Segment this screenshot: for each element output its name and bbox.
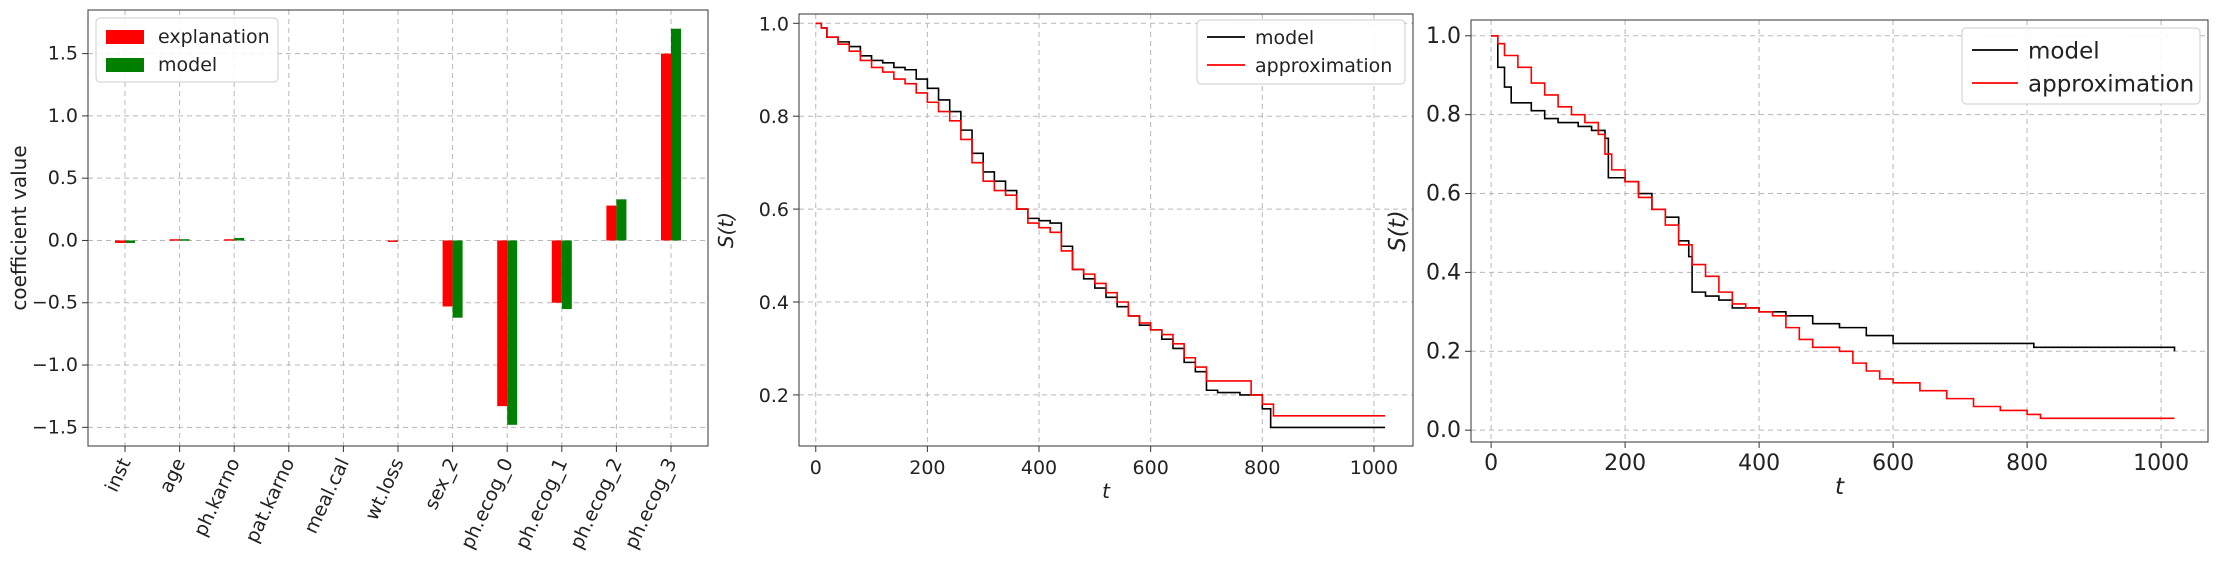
legend: model approximation: [1196, 19, 1406, 85]
series-line-approximation: [815, 22, 1386, 417]
series-line-approximation: [1491, 34, 2175, 420]
legend-swatch: [106, 30, 144, 44]
y-tick-label: 1.5: [48, 43, 78, 65]
x-tick-label: ph.ecog_1: [511, 455, 572, 553]
bar-explanation: [497, 240, 508, 407]
y-tick-label: −0.5: [32, 292, 78, 314]
x-tick-label: sex_2: [420, 455, 463, 513]
y-tick-label: 0.5: [48, 167, 78, 189]
bar-explanation: [115, 240, 125, 243]
x-tick-label: ph.ecog_0: [457, 455, 518, 553]
x-tick-label: 200: [909, 457, 945, 479]
legend-label: approximation: [2028, 71, 2194, 97]
legend: explanation model: [95, 17, 279, 83]
y-tick-label: 0.0: [48, 229, 78, 251]
y-tick-label: 0.4: [759, 292, 789, 314]
x-tick-label: 400: [1021, 457, 1057, 479]
x-tick-label: 600: [1133, 457, 1169, 479]
x-tick-label: 400: [1738, 451, 1780, 476]
x-tick-label: 200: [1604, 451, 1646, 476]
bar-model: [561, 240, 572, 309]
bar-model: [125, 240, 135, 243]
survival-chart-1: 0.2 0.4 0.6 0.8 1.0 0 200 400 600 800 1000 t S(t) mod…: [714, 13, 1414, 503]
y-tick-label: 0.0: [1426, 418, 1461, 443]
x-tick-label: age: [155, 455, 190, 496]
legend-label: model: [2028, 38, 2100, 64]
plot-frame: [798, 13, 1414, 447]
bar-model: [671, 28, 681, 241]
x-tick-label: ph.ecog_2: [566, 455, 627, 553]
x-tick-label: 0: [1484, 451, 1498, 476]
x-tick-label: pat.karno: [241, 455, 299, 546]
legend-swatch: [106, 58, 144, 72]
bar-model: [616, 199, 627, 241]
legend-box: [1961, 27, 2201, 105]
y-tick-label: 1.0: [48, 105, 78, 127]
x-axis-label: t: [1835, 474, 1845, 500]
y-tick-label: 0.2: [1426, 339, 1461, 364]
x-tick-label: ph.karno: [189, 455, 244, 540]
y-tick-label: 0.2: [759, 385, 789, 407]
bar-explanation: [388, 240, 398, 242]
bar-explanation: [442, 240, 453, 307]
bar-model: [507, 240, 518, 425]
y-tick-label: 0.4: [1426, 260, 1461, 285]
x-tick-label: 0: [810, 457, 822, 479]
x-tick-label: 600: [1872, 451, 1914, 476]
y-tick-label: −1.0: [32, 354, 78, 376]
x-tick-label: 800: [1244, 457, 1280, 479]
x-tick-label: wt.loss: [361, 455, 409, 524]
bar-explanation: [551, 240, 562, 303]
bar-explanation: [661, 53, 671, 241]
y-tick-label: 0.8: [759, 106, 789, 128]
bar-explanation: [224, 239, 235, 241]
x-tick-label: 800: [2006, 451, 2048, 476]
plot-frame: [1470, 19, 2209, 443]
y-tick-label: 0.6: [759, 199, 789, 221]
y-axis-label: S(t): [1385, 210, 1411, 252]
y-tick-label: 1.0: [1426, 24, 1461, 49]
survival-chart-2: 0.0 0.2 0.4 0.6 0.8 1.0 0 200 400 600 800 1000 t S(t)…: [1385, 19, 2209, 500]
x-axis-label: t: [1102, 479, 1111, 503]
legend-label: approximation: [1255, 55, 1392, 77]
y-axis-label: S(t): [714, 212, 738, 248]
y-tick-label: −1.5: [32, 416, 78, 438]
x-tick-label: meal.cal: [300, 455, 354, 537]
legend-label: model: [1255, 27, 1314, 49]
series-line-model: [1491, 34, 2176, 352]
plot-frame: [87, 9, 709, 447]
y-tick-label: 0.8: [1426, 103, 1461, 128]
bar-explanation: [169, 239, 180, 241]
y-axis-label: coefficient value: [7, 145, 31, 310]
x-tick-label: 1000: [1350, 457, 1398, 479]
bar-model: [179, 239, 190, 241]
legend-label: explanation: [158, 26, 270, 48]
bar-explanation: [606, 205, 617, 241]
legend-label: model: [158, 54, 217, 76]
y-tick-label: 1.0: [759, 13, 789, 35]
legend: model approximation: [1961, 27, 2201, 105]
bar-model: [234, 237, 245, 241]
bar-model: [452, 240, 463, 318]
x-tick-label: inst: [101, 455, 136, 496]
y-tick-label: 0.6: [1426, 182, 1461, 207]
x-tick-label: 1000: [2133, 451, 2189, 476]
x-tick-label: ph.ecog_3: [620, 455, 681, 553]
legend-box: [1196, 19, 1406, 85]
